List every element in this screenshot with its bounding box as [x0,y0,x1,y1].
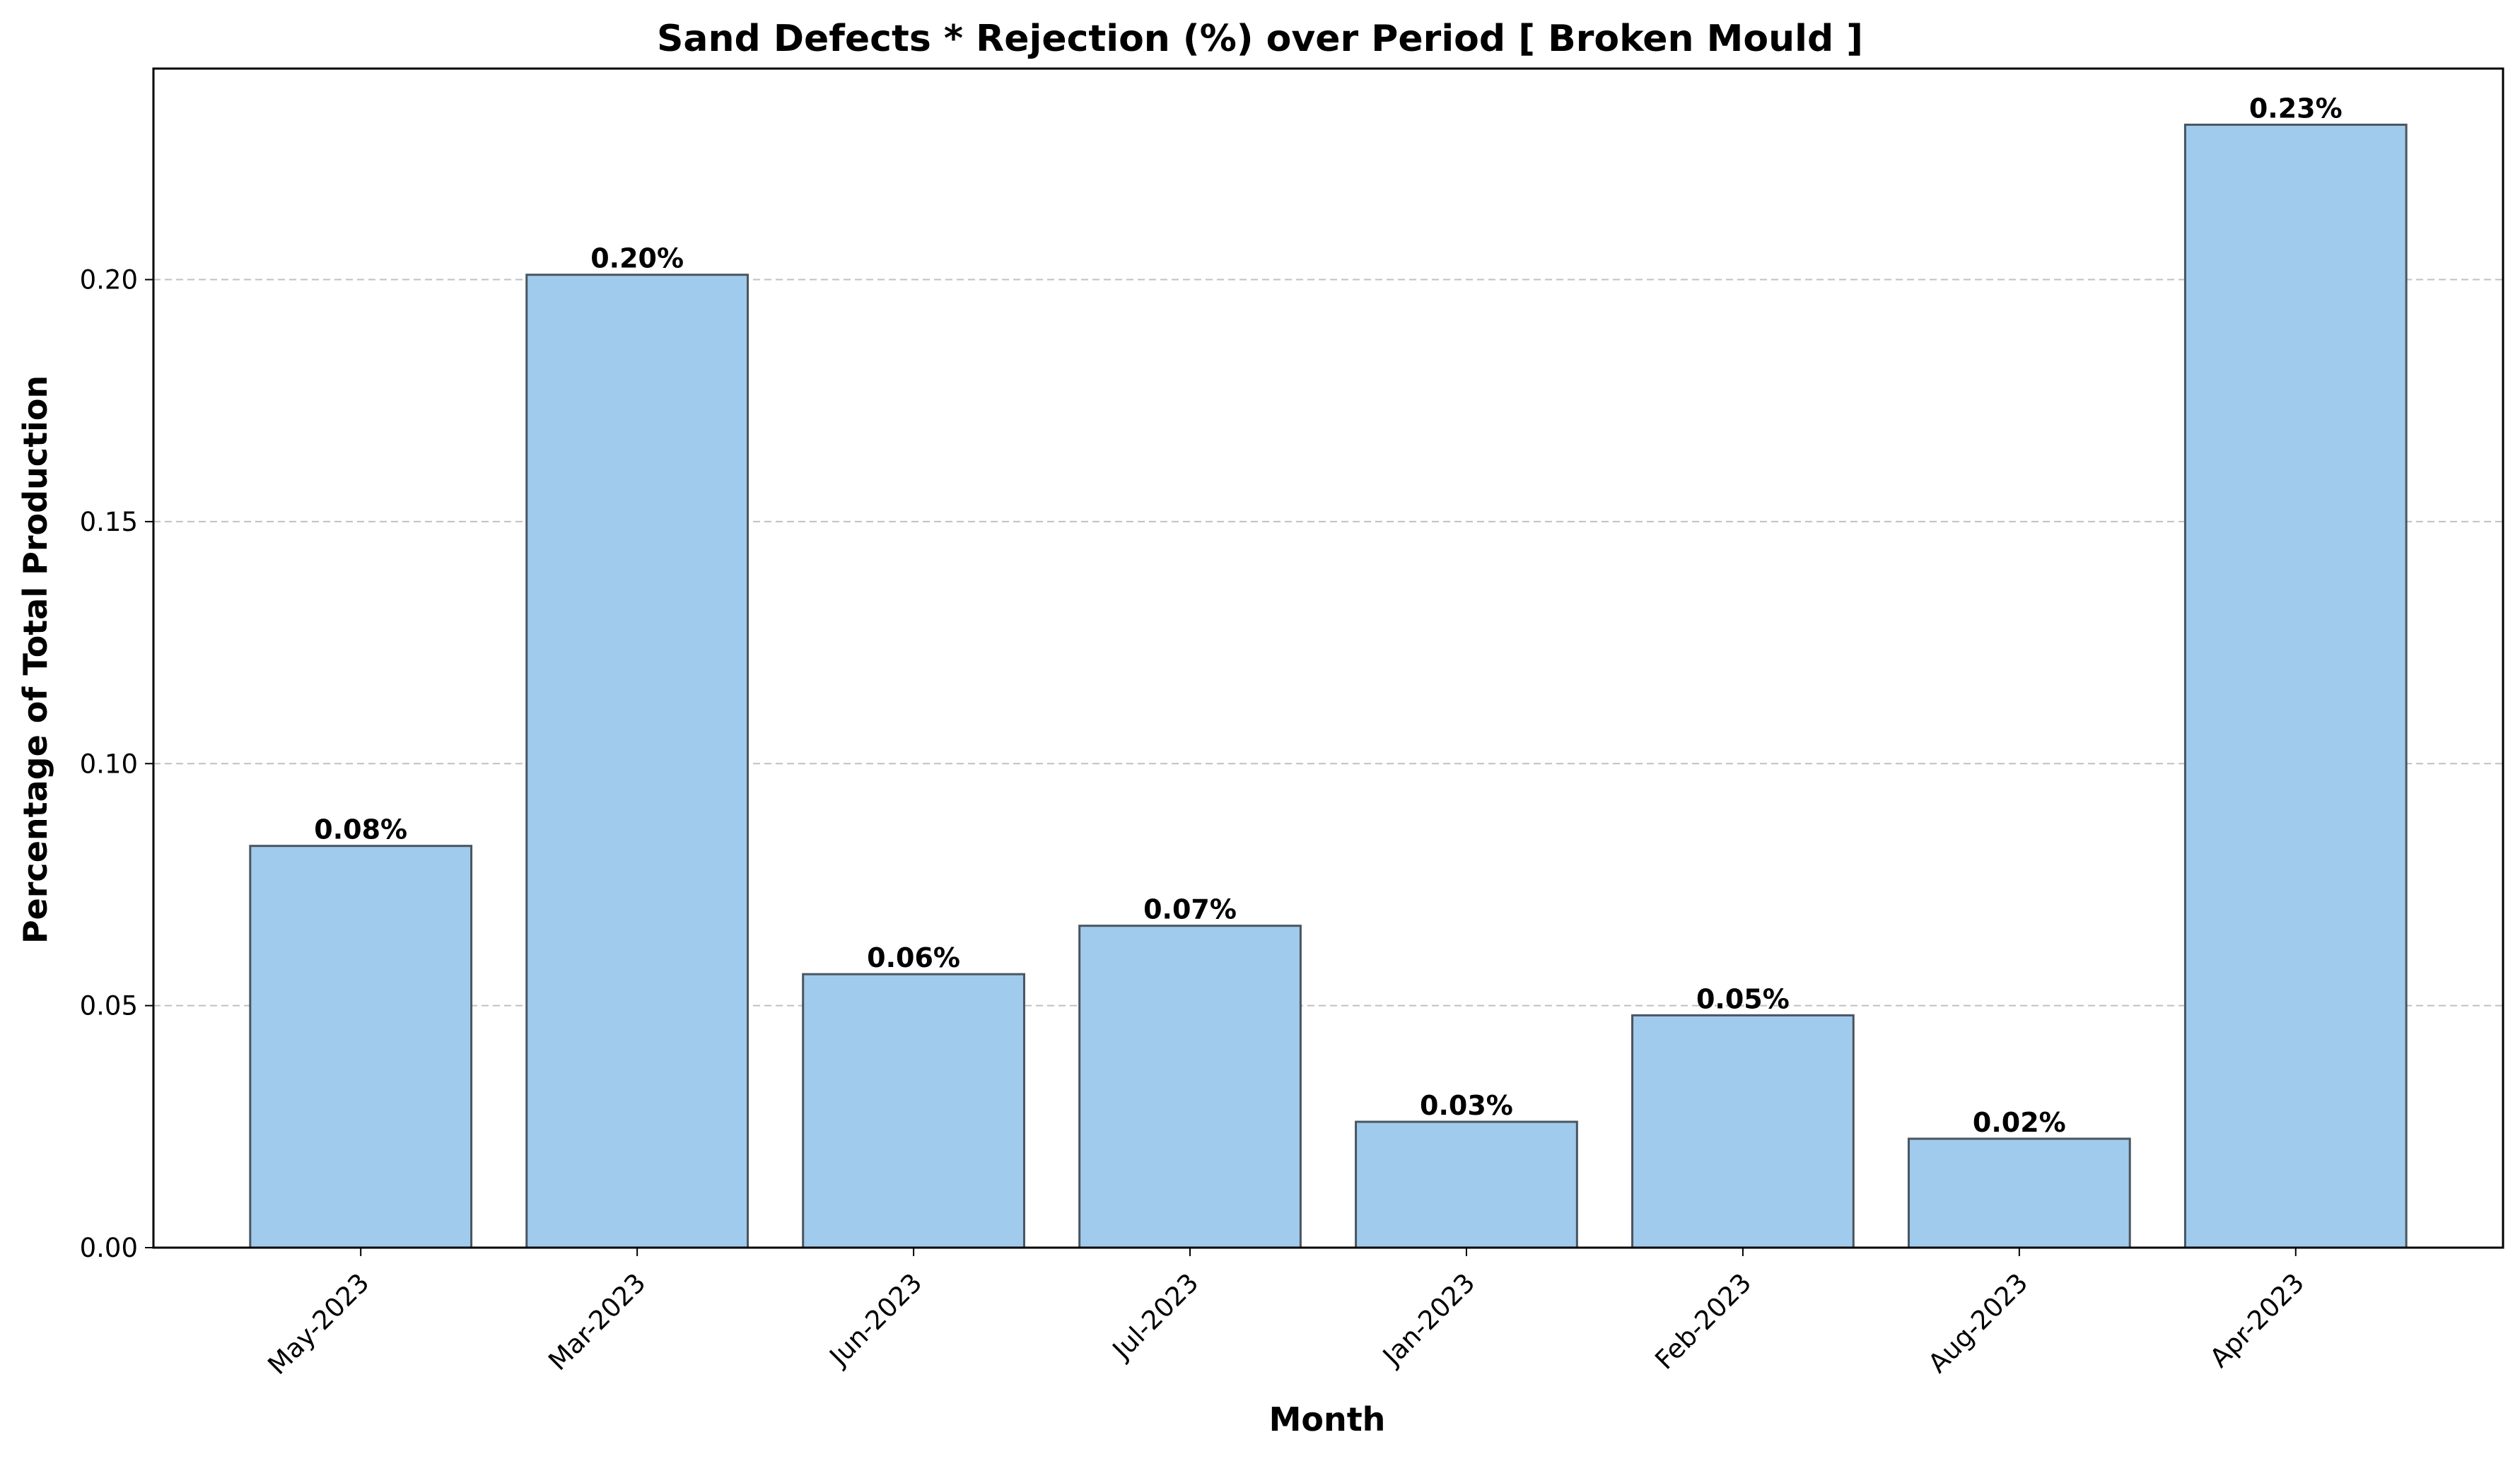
bar-value-label: 0.08% [314,814,407,845]
bar-jan-2023 [1355,1120,1578,1249]
y-axis-label: Percentage of Total Production [16,375,54,944]
bar-may-2023 [249,845,473,1249]
bar-value-label: 0.03% [1420,1090,1513,1121]
bar-feb-2023 [1631,1014,1855,1249]
data-labels: 0.08% 0.20% 0.06% 0.07% 0.03% 0.05% 0.02% 0.23% [314,93,2342,1138]
plot-frame [152,67,2504,1249]
bar-jun-2023 [802,973,1025,1249]
bar-mar-2023 [525,274,749,1249]
bar-value-label: 0.20% [590,243,684,274]
bar-jul-2023 [1078,925,1302,1249]
x-axis-label: Month [1269,1400,1386,1439]
y-tick-label: 0.00 [80,1233,138,1263]
chart-title: Sand Defects * Rejection (%) over Period… [657,18,1863,60]
y-tick-label: 0.20 [80,265,138,295]
axes-frame [152,67,2504,1249]
bar-value-label: 0.07% [1143,894,1237,925]
y-tick-label: 0.15 [80,507,138,537]
bar-value-label: 0.02% [1973,1107,2066,1138]
y-tick-label: 0.05 [80,991,138,1021]
bar-apr-2023 [2183,123,2408,1249]
bar-value-label: 0.06% [867,942,960,973]
bar-value-label: 0.23% [2249,93,2343,124]
bar-aug-2023 [1907,1137,2131,1249]
bar-value-label: 0.05% [1696,983,1790,1014]
y-tick-label: 0.10 [80,749,138,779]
